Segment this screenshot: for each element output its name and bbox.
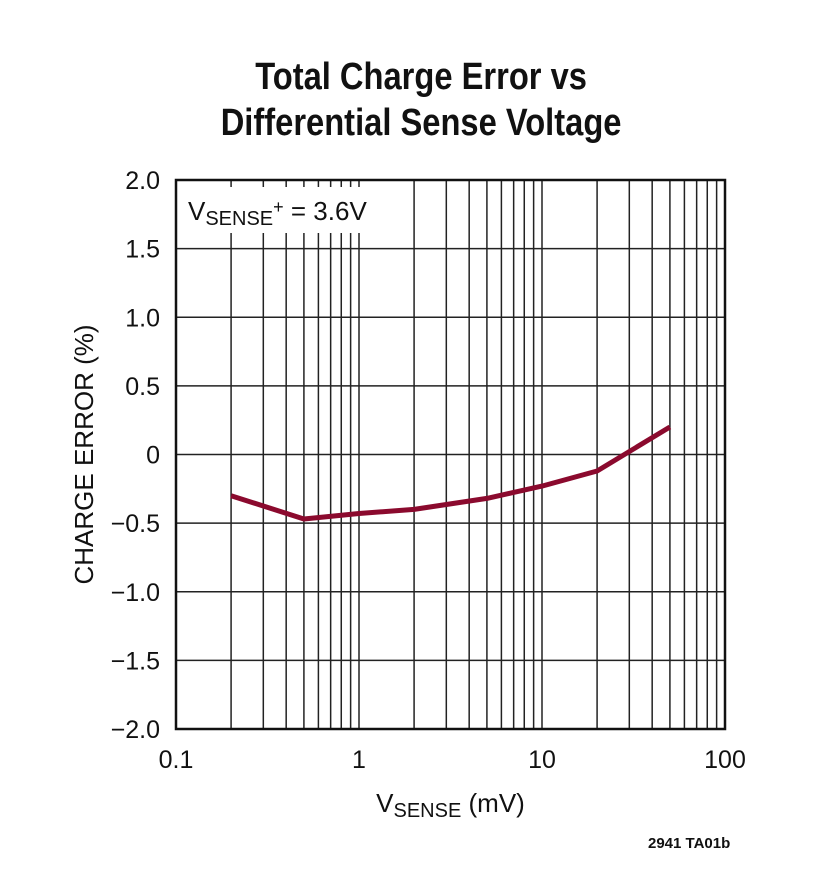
y-tick-label: −1.0 [111, 579, 160, 607]
x-axis-label-sub: SENSE [393, 800, 461, 822]
series-line [230, 424, 672, 522]
y-tick-label: 0.5 [125, 373, 160, 401]
x-tick-label: 100 [704, 746, 746, 774]
annotation-main: V [188, 196, 206, 226]
y-tick-label: −1.5 [111, 647, 160, 675]
x-tick-label: 1 [352, 746, 366, 774]
chart-title-line-2: Differential Sense Voltage [220, 102, 622, 144]
annotation-sub: SENSE [205, 208, 273, 230]
x-tick-label: 10 [528, 746, 556, 774]
y-tick-label: 1.0 [125, 304, 160, 332]
annotation-background [182, 187, 378, 233]
annotation-label: VSENSE+ = 3.6V [188, 196, 367, 230]
y-tick-label: 2.0 [125, 167, 160, 195]
y-axis-label: CHARGE ERROR (%) [69, 324, 99, 584]
figure-code: 2941 TA01b [648, 835, 731, 852]
y-tick-label: −0.5 [111, 510, 160, 538]
grid [176, 180, 725, 729]
y-tick-label: 1.5 [125, 236, 160, 264]
chart-title: Total Charge Error vs Differential Sense… [61, 54, 781, 146]
x-tick-labels: 0.1 1 10 100 [159, 746, 746, 774]
x-tick-label: 0.1 [159, 746, 194, 774]
x-axis-label-rest: (mV) [461, 788, 525, 818]
x-axis-label: VSENSE (mV) [376, 788, 525, 822]
annotation-sup: + [273, 197, 284, 217]
y-tick-labels: 2.0 1.5 1.0 0.5 0 −0.5 −1.0 −1.5 −2.0 [111, 167, 160, 744]
series-group [230, 424, 672, 522]
annotation-rest: = 3.6V [284, 196, 368, 226]
y-tick-label: −2.0 [111, 716, 160, 744]
plot-frame [174, 178, 727, 731]
x-axis-label-main: V [376, 788, 394, 818]
y-tick-label: 0 [146, 442, 160, 470]
chart-title-line-1: Total Charge Error vs [255, 56, 587, 98]
